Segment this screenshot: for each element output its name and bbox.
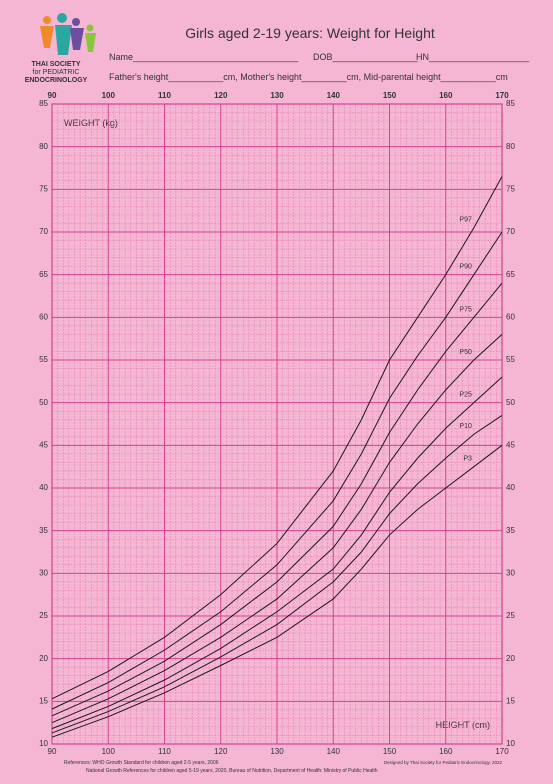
percentile-line — [51, 282, 503, 717]
y-tick-label: 20 — [39, 654, 48, 663]
y-tick-label: 55 — [506, 355, 515, 364]
y-tick-label: 35 — [506, 526, 515, 535]
reference: References: WHO Growth Standard for chil… — [64, 760, 219, 766]
y-tick-label: 75 — [39, 184, 48, 193]
y-tick-label: 60 — [506, 312, 515, 321]
x-tick-label: 150 — [383, 91, 397, 100]
x-tick-label: 100 — [102, 747, 116, 756]
x-tick-label: 110 — [158, 91, 171, 100]
series-label: P75 — [459, 306, 472, 313]
y-tick-label: 25 — [506, 611, 515, 620]
chart-title: Girls aged 2-19 years: Weight for Height — [185, 25, 435, 41]
y-tick-label: 65 — [506, 270, 515, 279]
x-tick-label: 90 — [48, 747, 57, 756]
percentile-line — [51, 415, 503, 734]
y-tick-label: 85 — [39, 99, 48, 108]
grid — [51, 103, 503, 745]
y-tick-label: 40 — [506, 483, 515, 492]
series-label: P3 — [463, 456, 472, 463]
y-tick-label: 55 — [39, 355, 48, 364]
y-tick-label: 85 — [506, 99, 515, 108]
x-tick-label: 120 — [214, 91, 228, 100]
y-tick-label: 10 — [506, 739, 515, 748]
y-tick-label: 30 — [506, 568, 515, 577]
y-tick-label: 70 — [506, 227, 515, 236]
x-tick-label: 130 — [270, 747, 284, 756]
y-tick-label: 15 — [506, 696, 515, 705]
y-tick-label: 25 — [39, 611, 48, 620]
x-tick-label: 100 — [102, 91, 116, 100]
y-tick-label: 60 — [39, 312, 48, 321]
percentile-line — [51, 376, 503, 730]
y-axis-label: WEIGHT (kg) — [64, 118, 118, 128]
x-tick-label: 150 — [383, 747, 397, 756]
y-tick-label: 45 — [506, 440, 515, 449]
percentile-line — [51, 334, 503, 724]
series-label: P25 — [459, 392, 472, 399]
y-tick-label: 10 — [39, 739, 48, 748]
logo-text: ENDOCRINOLOGY — [25, 77, 88, 84]
x-tick-label: 130 — [270, 91, 284, 100]
logo-text: for PEDIATRIC — [33, 69, 80, 76]
y-tick-label: 40 — [39, 483, 48, 492]
logo-figures — [40, 13, 96, 55]
series-label: P50 — [459, 349, 472, 356]
percentile-line — [51, 176, 503, 700]
percentile-line — [51, 231, 503, 710]
percentile-line — [51, 444, 503, 738]
y-tick-label: 80 — [506, 142, 515, 151]
y-tick-label: 50 — [506, 398, 515, 407]
y-tick-label: 80 — [39, 142, 48, 151]
form-field: Father's height___________cm, Mother's h… — [109, 72, 508, 82]
x-tick-label: 170 — [495, 91, 509, 100]
x-tick-label: 90 — [48, 91, 57, 100]
x-tick-label: 170 — [495, 747, 509, 756]
series-label: P10 — [459, 423, 472, 430]
x-tick-label: 140 — [327, 747, 341, 756]
series-label: P90 — [459, 264, 472, 271]
form-field: HN____________________ — [416, 52, 530, 62]
form-field: DOB_________________ — [313, 52, 419, 62]
x-tick-label: 140 — [327, 91, 341, 100]
y-tick-label: 75 — [506, 184, 515, 193]
y-tick-label: 45 — [39, 440, 48, 449]
y-tick-label: 70 — [39, 227, 48, 236]
form-field: Name_________________________________ — [109, 52, 299, 62]
y-tick-label: 15 — [39, 696, 48, 705]
y-tick-label: 35 — [39, 526, 48, 535]
plot-frame — [51, 103, 503, 745]
y-tick-label: 30 — [39, 568, 48, 577]
x-tick-label: 160 — [439, 91, 453, 100]
x-tick-label: 160 — [439, 747, 453, 756]
y-tick-label: 20 — [506, 654, 515, 663]
y-tick-label: 50 — [39, 398, 48, 407]
x-tick-label: 110 — [158, 747, 171, 756]
reference: National Growth References for children … — [86, 768, 378, 774]
x-tick-label: 120 — [214, 747, 228, 756]
y-tick-label: 65 — [39, 270, 48, 279]
credit: Designed by Thai Society for Pediatric E… — [384, 760, 503, 765]
series-label: P97 — [459, 217, 472, 224]
logo-text: THAI SOCIETY — [31, 61, 80, 68]
